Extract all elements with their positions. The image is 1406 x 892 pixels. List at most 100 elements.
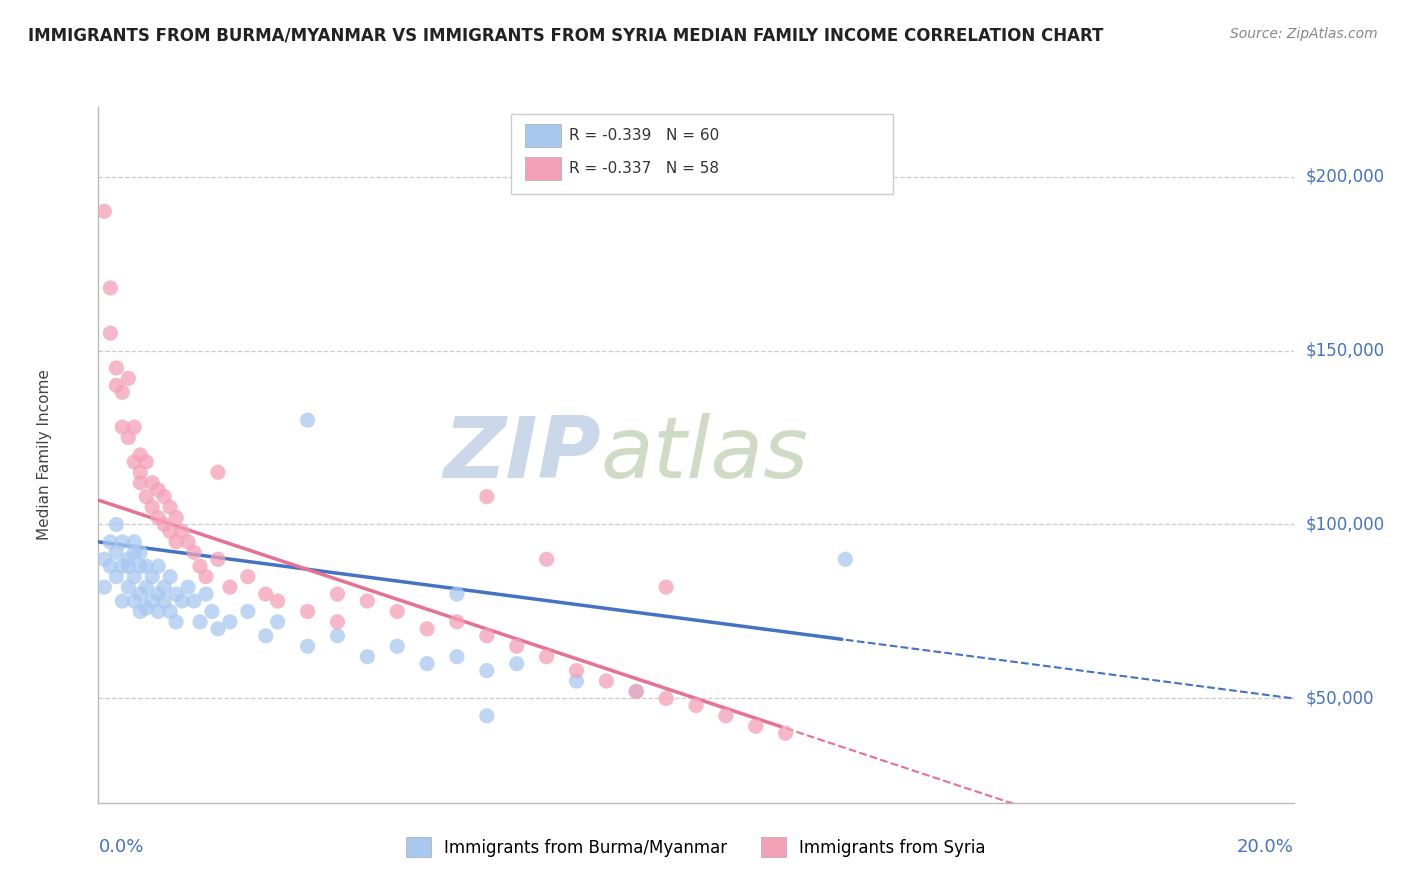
Point xyxy=(188,559,211,574)
Point xyxy=(141,570,163,584)
Point xyxy=(124,594,146,608)
Legend: Immigrants from Burma/Myanmar, Immigrants from Syria: Immigrants from Burma/Myanmar, Immigrant… xyxy=(399,830,993,864)
Point xyxy=(297,413,319,427)
Point xyxy=(135,455,157,469)
Point xyxy=(93,580,115,594)
Point xyxy=(416,657,439,671)
Text: 20.0%: 20.0% xyxy=(1237,838,1294,855)
Point xyxy=(153,490,176,504)
Point xyxy=(172,594,194,608)
Point xyxy=(775,726,797,740)
Point xyxy=(595,674,617,689)
Point xyxy=(117,559,139,574)
Point xyxy=(194,570,218,584)
Point xyxy=(117,552,139,566)
Bar xyxy=(524,124,561,146)
Point xyxy=(98,326,122,340)
Point xyxy=(254,587,277,601)
Point xyxy=(165,587,187,601)
Point xyxy=(148,483,170,497)
Point xyxy=(117,371,139,385)
Point xyxy=(385,639,409,653)
Point xyxy=(326,629,349,643)
Point xyxy=(105,517,128,532)
Point xyxy=(416,622,439,636)
Point xyxy=(624,684,647,698)
Bar xyxy=(524,157,561,180)
Point xyxy=(141,475,163,490)
Point xyxy=(105,378,128,392)
Point xyxy=(236,605,259,619)
Text: Source: ZipAtlas.com: Source: ZipAtlas.com xyxy=(1230,27,1378,41)
Point xyxy=(129,475,152,490)
Point xyxy=(565,664,588,678)
Point xyxy=(129,545,152,559)
Point xyxy=(356,594,378,608)
Point xyxy=(93,552,115,566)
Point xyxy=(148,510,170,524)
Point xyxy=(141,500,163,514)
Point xyxy=(135,580,157,594)
FancyBboxPatch shape xyxy=(510,114,893,194)
Point xyxy=(124,455,146,469)
Point xyxy=(475,490,498,504)
Point xyxy=(446,587,468,601)
Point xyxy=(267,594,290,608)
Point xyxy=(153,594,176,608)
Point xyxy=(129,587,152,601)
Point xyxy=(135,490,157,504)
Point xyxy=(475,708,498,723)
Point xyxy=(111,385,134,400)
Point xyxy=(105,570,128,584)
Point xyxy=(194,587,218,601)
Point xyxy=(183,594,205,608)
Point xyxy=(111,420,134,434)
Point xyxy=(111,559,134,574)
Text: IMMIGRANTS FROM BURMA/MYANMAR VS IMMIGRANTS FROM SYRIA MEDIAN FAMILY INCOME CORR: IMMIGRANTS FROM BURMA/MYANMAR VS IMMIGRA… xyxy=(28,27,1104,45)
Point xyxy=(124,420,146,434)
Point xyxy=(655,691,678,706)
Point xyxy=(385,605,409,619)
Point xyxy=(177,534,200,549)
Point xyxy=(129,448,152,462)
Point xyxy=(148,559,170,574)
Point xyxy=(129,466,152,480)
Point xyxy=(165,510,187,524)
Point xyxy=(201,605,224,619)
Point xyxy=(297,639,319,653)
Point xyxy=(111,534,134,549)
Text: $100,000: $100,000 xyxy=(1305,516,1385,533)
Point xyxy=(105,545,128,559)
Point xyxy=(129,605,152,619)
Point xyxy=(98,281,122,295)
Point xyxy=(297,605,319,619)
Text: $150,000: $150,000 xyxy=(1305,342,1385,359)
Point xyxy=(124,570,146,584)
Point xyxy=(207,552,229,566)
Point xyxy=(326,615,349,629)
Point xyxy=(565,674,588,689)
Text: Median Family Income: Median Family Income xyxy=(37,369,52,541)
Point xyxy=(177,580,200,594)
Point xyxy=(135,559,157,574)
Point xyxy=(98,559,122,574)
Point xyxy=(153,517,176,532)
Point xyxy=(236,570,259,584)
Point xyxy=(446,649,468,664)
Text: ZIP: ZIP xyxy=(443,413,600,497)
Point xyxy=(117,580,139,594)
Point xyxy=(117,430,139,444)
Point xyxy=(188,615,211,629)
Point xyxy=(159,524,181,539)
Text: $50,000: $50,000 xyxy=(1305,690,1374,707)
Point xyxy=(172,524,194,539)
Point xyxy=(536,649,558,664)
Point xyxy=(141,594,163,608)
Point xyxy=(655,580,678,594)
Point xyxy=(714,708,737,723)
Text: 0.0%: 0.0% xyxy=(98,838,143,855)
Point xyxy=(219,615,242,629)
Point xyxy=(446,615,468,629)
Point xyxy=(135,601,157,615)
Point xyxy=(536,552,558,566)
